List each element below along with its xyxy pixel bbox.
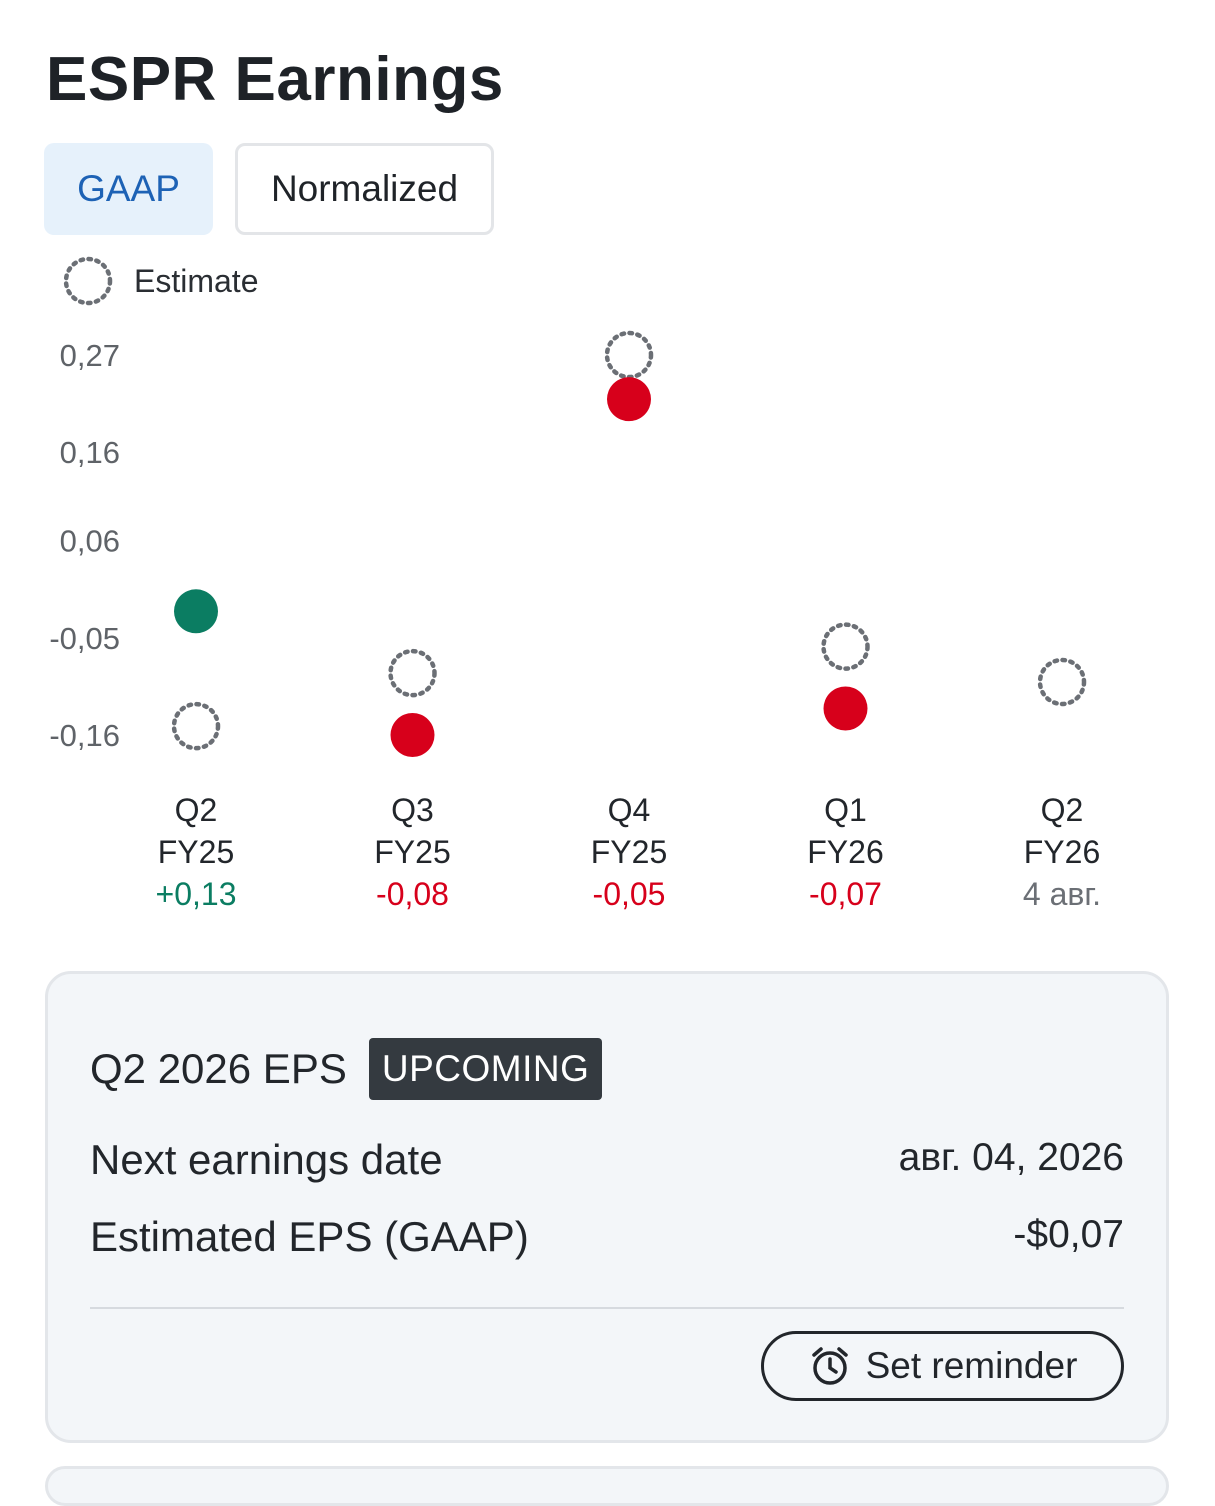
upcoming-badge: UPCOMING — [368, 1038, 603, 1100]
set-reminder-label: Set reminder — [865, 1345, 1078, 1386]
x-tick-quarter: Q2 — [175, 792, 218, 828]
x-tick-quarter: Q4 — [608, 792, 651, 828]
surprise-label: 4 авг. — [1023, 876, 1101, 912]
estimated-eps-value: -$0,07 — [1013, 1213, 1124, 1256]
next-date-label: Next earnings date — [90, 1136, 443, 1183]
earnings-chart: 0,27 0,16 0,06 -0,05 -0,16 Q2 FY25 +0,13 Q3 FY25 -… — [49, 330, 1101, 912]
y-tick-label: -0,16 — [49, 718, 120, 753]
x-tick-fiscal-year: FY26 — [807, 834, 883, 870]
y-tick-label: -0,05 — [49, 621, 120, 656]
surprise-label: -0,05 — [593, 876, 666, 912]
legend-estimate-label: Estimate — [134, 262, 259, 299]
card-divider — [90, 1307, 1124, 1309]
x-tick-quarter: Q3 — [391, 792, 434, 828]
x-tick-fiscal-year: FY25 — [158, 834, 234, 870]
estimate-legend-icon — [63, 256, 113, 306]
x-tick-quarter: Q2 — [1041, 792, 1084, 828]
actual-point — [823, 686, 868, 731]
next-date-value: авг. 04, 2026 — [898, 1136, 1124, 1179]
card-title: Q2 2026 EPS — [90, 1045, 347, 1092]
y-tick-label: 0,16 — [60, 435, 120, 470]
alarm-clock-icon — [811, 1347, 848, 1385]
surprise-label: -0,08 — [376, 876, 449, 912]
estimate-point — [388, 648, 437, 698]
tab-normalized[interactable]: Normalized — [235, 143, 494, 235]
card-header: Q2 2026 EPS UPCOMING — [90, 1038, 603, 1100]
upcoming-earnings-card: Q2 2026 EPS UPCOMING Next earnings date … — [45, 971, 1169, 1443]
estimate-point — [821, 622, 870, 671]
actual-point — [390, 713, 435, 757]
surprise-label: +0,13 — [156, 876, 237, 912]
surprise-label: -0,07 — [809, 876, 882, 912]
x-tick-fiscal-year: FY26 — [1024, 834, 1100, 870]
x-tick-fiscal-year: FY25 — [374, 834, 450, 870]
estimate-point — [1037, 657, 1087, 707]
y-tick-label: 0,06 — [60, 524, 120, 559]
actual-point — [607, 377, 651, 422]
estimated-eps-label: Estimated EPS (GAAP) — [90, 1213, 529, 1260]
x-tick-quarter: Q1 — [824, 792, 867, 828]
set-reminder-button[interactable]: Set reminder — [761, 1331, 1124, 1401]
eps-type-tabs: GAAP Normalized — [44, 143, 494, 235]
x-tick-fiscal-year: FY25 — [591, 834, 667, 870]
tab-gaap[interactable]: GAAP — [44, 143, 213, 235]
page-title: ESPR Earnings — [46, 45, 504, 114]
y-tick-label: 0,27 — [60, 338, 120, 373]
estimate-point — [171, 701, 221, 751]
chart-legend: Estimate — [62, 255, 258, 307]
actual-point — [174, 589, 218, 634]
estimate-point — [604, 330, 654, 380]
next-card-edge — [45, 1466, 1169, 1506]
